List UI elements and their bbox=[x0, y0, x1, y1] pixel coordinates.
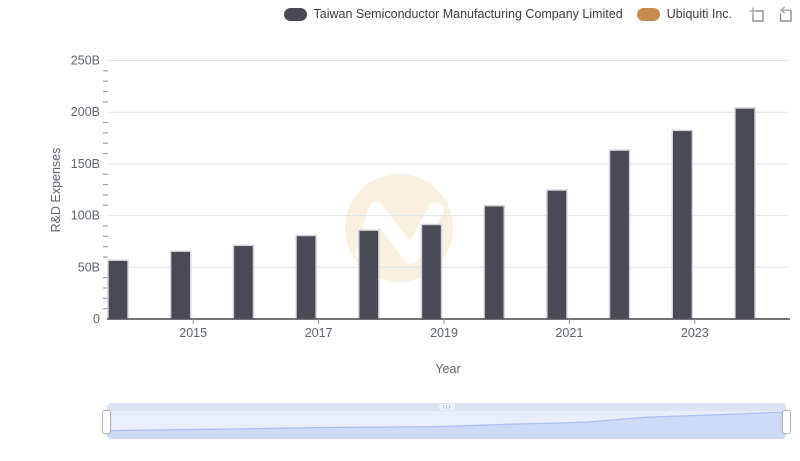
bar-chart-plot: 0 50B 100B 150B 200B 250B 2015 2017 2019 2021 2023 bbox=[71, 54, 790, 340]
bar-2014[interactable] bbox=[107, 259, 129, 320]
y-tick-label: 50B bbox=[78, 260, 100, 274]
x-tick-label: 2021 bbox=[555, 326, 583, 340]
y-tick-label: 100B bbox=[71, 209, 100, 223]
reset-zoom-icon[interactable] bbox=[776, 6, 793, 23]
chart-toolbar bbox=[748, 6, 793, 23]
bar-2016[interactable] bbox=[232, 244, 255, 320]
zoom-selection-icon[interactable] bbox=[748, 6, 765, 23]
x-tick-label: 2015 bbox=[179, 326, 207, 340]
x-tick-label: 2019 bbox=[430, 326, 458, 340]
bar-2021[interactable] bbox=[546, 189, 568, 320]
navigator-scrollbar[interactable] bbox=[107, 403, 786, 411]
navigator-left-handle[interactable] bbox=[102, 410, 111, 434]
y-tick-label: 150B bbox=[71, 157, 100, 171]
bar-2022[interactable] bbox=[608, 149, 631, 320]
navigator-area-fill bbox=[107, 412, 786, 439]
navigator-preview-area[interactable] bbox=[107, 411, 786, 439]
legend-label-tsmc: Taiwan Semiconductor Manufacturing Compa… bbox=[313, 7, 623, 21]
bar-2018[interactable] bbox=[358, 229, 380, 320]
x-tick-label: 2017 bbox=[305, 326, 333, 340]
legend: Taiwan Semiconductor Manufacturing Compa… bbox=[0, 4, 793, 24]
bar-2023[interactable] bbox=[671, 129, 693, 320]
x-axis-title: Year bbox=[435, 362, 461, 376]
x-tick-label: 2023 bbox=[681, 326, 709, 340]
bar-2024[interactable] bbox=[734, 107, 756, 320]
y-axis-title: R&D Expenses bbox=[49, 147, 63, 233]
bar-2017[interactable] bbox=[295, 234, 317, 320]
navigator-right-handle[interactable] bbox=[782, 410, 791, 434]
legend-swatch-tsmc bbox=[283, 7, 307, 21]
bar-2020[interactable] bbox=[483, 205, 505, 320]
navigator-grip[interactable] bbox=[438, 404, 455, 410]
legend-swatch-ubiquiti bbox=[636, 7, 660, 21]
y-tick-label: 250B bbox=[71, 54, 100, 68]
navigator-range-slider[interactable] bbox=[102, 403, 791, 439]
legend-item-ubiquiti[interactable]: Ubiquiti Inc. bbox=[636, 7, 732, 21]
bar-2015[interactable] bbox=[169, 250, 192, 320]
bar-2019[interactable] bbox=[420, 223, 443, 320]
y-tick-label: 0 bbox=[93, 312, 100, 326]
legend-label-ubiquiti: Ubiquiti Inc. bbox=[666, 7, 732, 21]
navigator-area-line bbox=[107, 411, 786, 432]
legend-item-tsmc[interactable]: Taiwan Semiconductor Manufacturing Compa… bbox=[283, 7, 623, 21]
y-tick-label: 200B bbox=[71, 105, 100, 119]
